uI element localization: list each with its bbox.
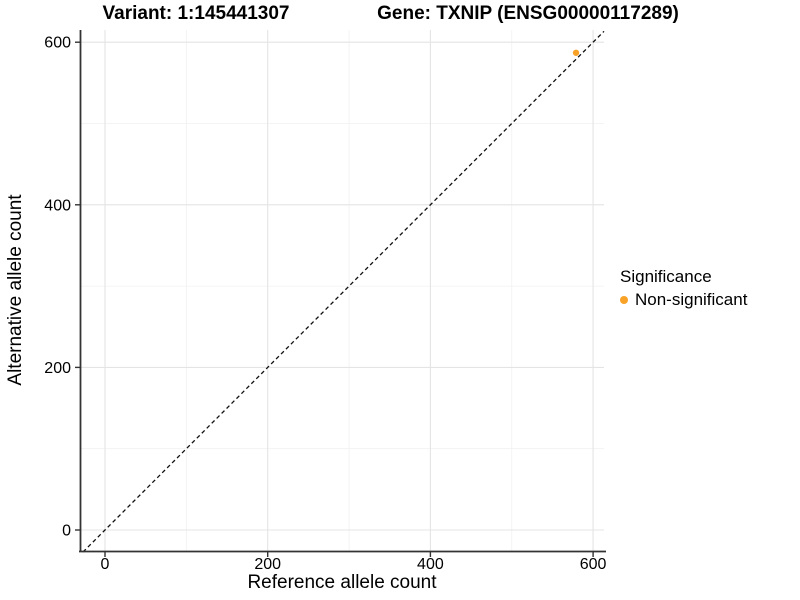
identity-line xyxy=(82,30,605,553)
y-tick-label: 0 xyxy=(62,523,71,540)
y-tick-label: 200 xyxy=(44,360,71,377)
x-axis-title: Reference allele count xyxy=(247,572,437,593)
x-tick-label: 400 xyxy=(417,556,444,573)
y-axis-title: Alternative allele count xyxy=(5,194,26,386)
y-tick-label: 400 xyxy=(44,197,71,214)
plot-area: 0 200 400 600 0 200 400 600 xyxy=(44,30,607,573)
y-tick-label: 600 xyxy=(44,35,71,52)
point-icon xyxy=(620,296,628,304)
data-point xyxy=(572,49,580,56)
legend-item-label: Non-significant xyxy=(635,290,748,309)
legend-title: Significance xyxy=(620,267,712,286)
x-tick-label: 200 xyxy=(254,556,281,573)
legend: Significance Non-significant xyxy=(620,267,747,310)
plot-title-gene: Gene: TXNIP (ENSG00000117289) xyxy=(377,3,679,24)
x-tick-label: 600 xyxy=(580,556,607,573)
x-tick-label: 0 xyxy=(101,556,110,573)
plot-title-variant: Variant: 1:145441307 xyxy=(102,3,290,24)
legend-item-non-significant: Non-significant xyxy=(620,290,747,310)
